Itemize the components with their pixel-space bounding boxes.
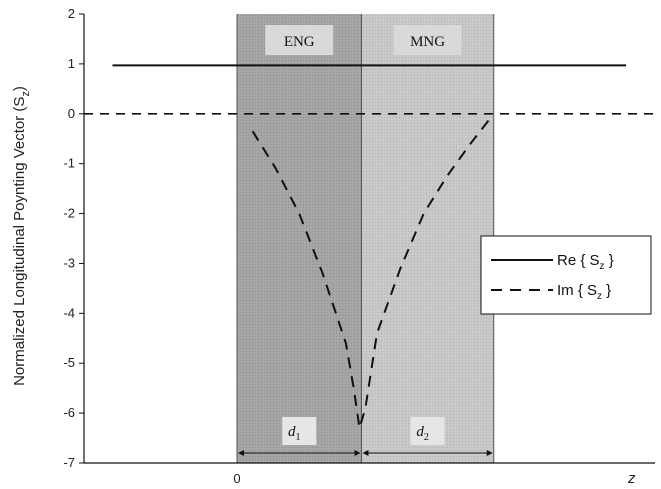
y-tick-label: -2 [63, 206, 75, 221]
legend-entry-re-sz: Re { Sz } [557, 252, 614, 272]
y-axis-title: Normalized Longitudinal Poynting Vector … [11, 86, 32, 386]
x-tick-label: 0 [233, 471, 240, 486]
y-tick-label: -1 [63, 156, 75, 171]
y-tick-label: 2 [68, 6, 75, 21]
y-tick-label: -4 [63, 305, 75, 320]
legend-box [480, 235, 652, 315]
axes-layer: 2 1 0 -1 -2 -3 -4 -5 -6 -7 0 [63, 6, 655, 486]
x-axis-title: z [627, 470, 636, 487]
span-label-subscript: 1 [295, 432, 300, 443]
y-tick-label: 0 [68, 106, 75, 121]
y-tick-label: -6 [63, 405, 75, 420]
legend: Re { Sz } Im { Sz } [480, 235, 652, 315]
y-axis-title-subscript: z [20, 91, 32, 97]
region-label-mng: MNG [410, 34, 445, 50]
y-tick-label: -3 [63, 255, 75, 270]
region-eng [237, 14, 362, 463]
span-label-box-mng [410, 417, 445, 445]
y-tick-label: -5 [63, 355, 75, 370]
region-mng [361, 14, 494, 463]
span-label-box-eng [282, 417, 317, 445]
y-tick-label: -7 [63, 455, 75, 470]
legend-entry-im-sz: Im { Sz } [557, 282, 611, 302]
region-label-box-eng [265, 25, 334, 55]
series-line-im-sz [251, 118, 491, 430]
series-layer [84, 64, 655, 430]
region-label-eng: ENG [284, 34, 315, 50]
region-label-box-mng [393, 25, 462, 55]
y-tick-label: 1 [68, 56, 75, 71]
span-label-subscript: 2 [424, 432, 429, 443]
